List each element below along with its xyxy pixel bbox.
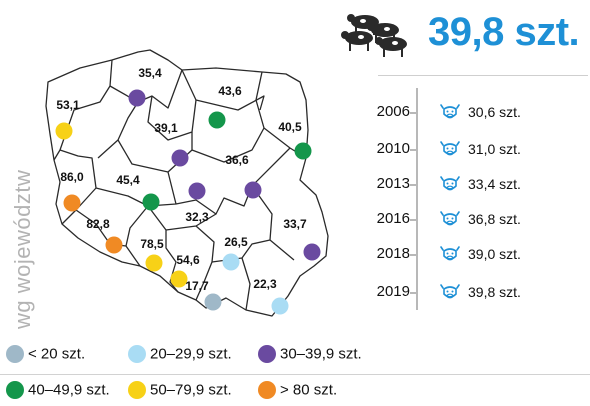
legend-item: 50–79,9 szt. — [128, 381, 232, 403]
timeline-year: 2019 — [376, 283, 410, 300]
timeline-year: 2006 — [376, 103, 410, 120]
legend-swatch — [128, 345, 146, 363]
region-value-label: 82,8 — [86, 217, 110, 231]
timeline-axis — [416, 88, 418, 310]
poland-map: 53,1 35,4 43,6 40,5 39,1 36,6 86,0 45,4 32,3 33,7… — [45, 49, 329, 317]
country-border — [45, 49, 329, 317]
timeline-tick — [410, 112, 417, 114]
region-value-label: 36,6 — [225, 153, 249, 167]
legend-item: < 20 szt. — [6, 345, 85, 367]
timeline-value: 39,0 szt. — [468, 246, 521, 262]
timeline-year: 2018 — [376, 245, 410, 262]
region-marker — [63, 194, 81, 212]
legend-label: < 20 szt. — [28, 345, 86, 363]
divider — [378, 75, 588, 76]
timeline-row: 2016 36,8 szt. — [360, 210, 580, 230]
legend-swatch — [6, 345, 24, 363]
region-value-label: 78,5 — [140, 237, 164, 251]
legend-swatch — [128, 381, 146, 399]
legend-item: > 80 szt. — [258, 381, 337, 403]
legend-label: 20–29,9 szt. — [150, 345, 232, 363]
cow-head-icon — [440, 246, 460, 269]
timeline-tick — [410, 254, 417, 256]
legend-swatch — [258, 381, 276, 399]
region-value-label: 32,3 — [185, 210, 209, 224]
region-marker — [55, 122, 73, 140]
timeline-tick — [410, 149, 417, 151]
legend-item: 30–39,9 szt. — [258, 345, 362, 367]
timeline-tick — [410, 184, 417, 186]
region-value-label: 40,5 — [278, 120, 302, 134]
region-marker — [128, 89, 146, 107]
legend-label: > 80 szt. — [280, 381, 338, 399]
region-marker — [244, 181, 262, 199]
cow-head-icon — [440, 284, 460, 307]
region-value-label: 39,1 — [154, 121, 178, 135]
region-value-label: 43,6 — [218, 84, 242, 98]
region-marker — [105, 236, 123, 254]
region-value-label: 53,1 — [56, 98, 80, 112]
region-marker — [145, 254, 163, 272]
legend-label: 50–79,9 szt. — [150, 381, 232, 399]
cow-head-icon — [440, 104, 460, 127]
header-value: 39,8 szt. — [428, 10, 580, 54]
region-marker — [303, 243, 321, 261]
timeline-row: 2019 39,8 szt. — [360, 283, 580, 303]
region-value-label: 45,4 — [116, 173, 140, 187]
region-marker — [204, 293, 222, 311]
timeline-value: 39,8 szt. — [468, 284, 521, 300]
legend-swatch — [6, 381, 24, 399]
region-value-label: 22,3 — [253, 277, 277, 291]
timeline-year: 2010 — [376, 140, 410, 157]
region-value-label: 17,7 — [185, 279, 209, 293]
region-marker — [208, 111, 226, 129]
timeline-row: 2018 39,0 szt. — [360, 245, 580, 265]
cow-head-icon — [440, 176, 460, 199]
region-marker — [271, 297, 289, 315]
timeline-value: 33,4 szt. — [468, 176, 521, 192]
timeline-value: 31,0 szt. — [468, 141, 521, 157]
region-marker — [222, 253, 240, 271]
legend-swatch — [258, 345, 276, 363]
region-marker — [188, 182, 206, 200]
timeline-value: 30,6 szt. — [468, 104, 521, 120]
region-value-label: 86,0 — [60, 170, 84, 184]
cow-head-icon — [440, 141, 460, 164]
legend-label: 30–39,9 szt. — [280, 345, 362, 363]
region-value-label: 35,4 — [138, 66, 162, 80]
cow-head-icon — [440, 211, 460, 234]
timeline-row: 2006 30,6 szt. — [360, 103, 580, 123]
legend-item: 20–29,9 szt. — [128, 345, 232, 367]
timeline-tick — [410, 292, 417, 294]
timeline-year: 2016 — [376, 210, 410, 227]
region-value-label: 54,6 — [176, 253, 200, 267]
region-marker — [294, 142, 312, 160]
region-value-label: 33,7 — [283, 217, 307, 231]
region-marker — [142, 193, 160, 211]
timeline-row: 2013 33,4 szt. — [360, 175, 580, 195]
timeline-tick — [410, 219, 417, 221]
cows-icon — [335, 8, 415, 63]
timeline-value: 36,8 szt. — [468, 211, 521, 227]
legend-item: 40–49,9 szt. — [6, 381, 110, 403]
region-marker — [171, 149, 189, 167]
region-marker — [170, 270, 188, 288]
legend-divider — [0, 374, 590, 375]
timeline-row: 2010 31,0 szt. — [360, 140, 580, 160]
region-value-label: 26,5 — [224, 235, 248, 249]
timeline-year: 2013 — [376, 175, 410, 192]
legend-label: 40–49,9 szt. — [28, 381, 110, 399]
